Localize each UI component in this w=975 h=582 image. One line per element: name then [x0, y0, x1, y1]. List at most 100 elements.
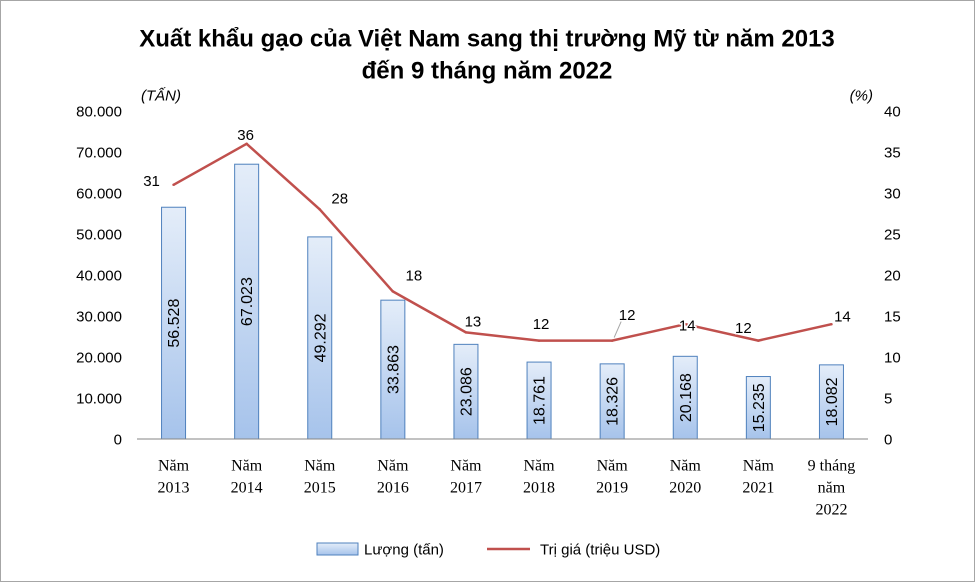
category-label-line: 2013 [158, 480, 190, 497]
category-label-line: 2018 [523, 480, 555, 497]
category-label-line: 9 tháng [808, 458, 856, 475]
quantity-bar [599, 363, 625, 440]
quantity-bar-label: 56.528 [166, 299, 183, 348]
legend: Lượng (tấn) Trị giá (triệu USD) [316, 541, 660, 558]
right-tick-label: 0 [884, 431, 892, 448]
category-label-line: Năm [231, 458, 263, 475]
category-label: 9 tháng năm 2022 [808, 458, 856, 519]
right-axis-unit-label: (%) [850, 87, 873, 104]
quantity-bar [745, 376, 771, 440]
value-point [830, 322, 833, 326]
chart-title: Xuất khẩu gạo của Việt Nam sang thị trườ… [139, 25, 835, 84]
value-label: 31 [143, 173, 160, 190]
category-label-line: Năm [743, 458, 775, 475]
category-label-line: năm [818, 480, 846, 497]
value-label: 14 [679, 317, 696, 334]
value-label: 12 [533, 316, 550, 333]
left-tick-label: 60.000 [76, 185, 122, 202]
quantity-bar-label: 33.863 [385, 345, 402, 394]
right-axis-tick-labels: 0 5 10 15 20 25 30 35 40 [884, 103, 901, 448]
legend-label-quantity: Lượng (tấn) [364, 541, 444, 558]
legend-item-value: Trị giá (triệu USD) [487, 541, 660, 558]
category-label-line: Năm [450, 458, 482, 475]
chart-title-line: đến 9 tháng năm 2022 [362, 57, 613, 84]
value-label: 18 [406, 268, 423, 285]
value-point [318, 208, 321, 211]
left-tick-label: 20.000 [76, 349, 122, 366]
quantity-bar-labels: 56.528 67.023 49.292 33.863 23.086 18.761 18.3… [166, 277, 841, 432]
category-label-line: 2015 [304, 480, 336, 497]
quantity-bar-label: 18.761 [532, 376, 549, 425]
category-label-line: 2021 [742, 480, 774, 497]
category-label-line: Năm [158, 458, 190, 475]
left-tick-label: 70.000 [76, 144, 122, 161]
category-label: Năm 2014 [231, 458, 263, 497]
quantity-bar-label: 18.326 [605, 377, 622, 426]
right-tick-label: 35 [884, 144, 901, 161]
category-label-line: 2019 [596, 480, 628, 497]
category-label: Năm 2013 [158, 458, 190, 497]
value-label: 28 [331, 191, 348, 208]
category-label: Năm 2017 [450, 458, 482, 497]
category-label-line: 2016 [377, 480, 409, 497]
legend-bar-swatch [316, 542, 359, 556]
category-label-line: Năm [523, 458, 555, 475]
legend-item-quantity: Lượng (tấn) [316, 541, 444, 558]
quantity-bar [672, 355, 698, 440]
quantity-bar-label: 18.082 [824, 377, 841, 426]
quantity-bar-label: 67.023 [239, 277, 256, 326]
value-series [172, 142, 833, 342]
category-labels: Năm 2013 Năm 2014 Năm 2015 Năm 2016 Năm 2017 Năm 20… [158, 458, 856, 519]
value-label: 14 [834, 308, 851, 325]
value-label-leader-line [613, 321, 622, 338]
value-point [245, 142, 248, 146]
category-label-line: Năm [597, 458, 629, 475]
quantity-bar [234, 163, 260, 440]
category-label: Năm 2018 [523, 458, 555, 497]
value-label: 36 [237, 127, 254, 144]
value-point [610, 339, 614, 342]
value-point [757, 339, 760, 342]
quantity-bar-label: 20.168 [678, 373, 695, 422]
right-tick-label: 10 [884, 349, 901, 366]
category-label-line: 2017 [450, 480, 482, 497]
quantity-bar-label: 15.235 [751, 383, 768, 432]
chart-title-line: Xuất khẩu gạo của Việt Nam sang thị trườ… [139, 25, 835, 52]
category-label-line: Năm [670, 458, 702, 475]
quantity-bar [307, 236, 333, 440]
category-label-line: 2020 [669, 480, 701, 497]
category-label-line: 2022 [815, 502, 847, 519]
value-point [684, 322, 687, 326]
category-label: Năm 2020 [669, 458, 701, 497]
legend-label-value: Trị giá (triệu USD) [540, 541, 660, 558]
value-label: 13 [465, 314, 482, 331]
value-point [537, 339, 541, 342]
value-label: 12 [619, 307, 636, 324]
quantity-bars [161, 163, 844, 440]
left-tick-label: 30.000 [76, 308, 122, 325]
left-axis-tick-labels: 0 10.000 20.000 30.000 40.000 50.000 60.000 70.… [76, 103, 122, 448]
right-tick-label: 40 [884, 103, 901, 120]
right-tick-label: 30 [884, 185, 901, 202]
right-tick-label: 25 [884, 226, 901, 243]
value-point [464, 331, 468, 334]
right-tick-label: 5 [884, 390, 892, 407]
value-labels: 31 36 28 18 13 12 12 14 12 14 [142, 126, 853, 339]
quantity-bar [380, 299, 406, 440]
right-tick-label: 20 [884, 267, 901, 284]
right-tick-label: 15 [884, 308, 901, 325]
category-label: Năm 2021 [742, 458, 774, 497]
value-line [172, 142, 832, 342]
left-tick-label: 50.000 [76, 226, 122, 243]
category-label-line: Năm [377, 458, 409, 475]
left-tick-label: 0 [114, 431, 122, 448]
category-label: Năm 2016 [377, 458, 409, 497]
value-label: 12 [735, 320, 752, 337]
quantity-bar [161, 206, 187, 440]
quantity-bar [526, 361, 552, 440]
category-label-line: 2014 [231, 480, 263, 497]
quantity-bar [818, 364, 844, 440]
quantity-bar-label: 23.086 [459, 367, 476, 416]
